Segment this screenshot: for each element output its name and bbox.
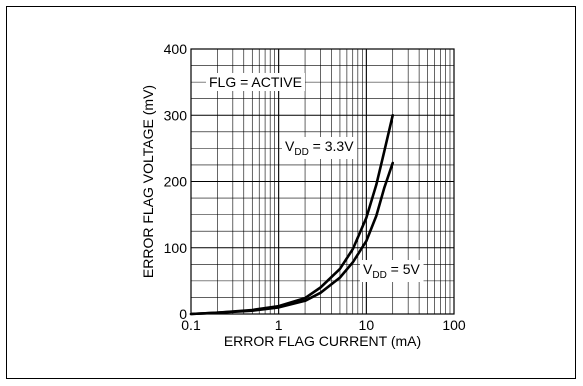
y-axis-title: ERROR FLAG VOLTAGE (mV) bbox=[140, 85, 156, 278]
x-tick-label: 0.1 bbox=[181, 317, 201, 333]
annotation-text: FLG = ACTIVE bbox=[209, 74, 302, 90]
x-tick-label: 100 bbox=[442, 317, 466, 333]
annotation-vdd-3v3: VDD = 3.3V bbox=[282, 137, 358, 159]
series-line-1 bbox=[189, 161, 394, 316]
chart: 0.1 1 10 100 0 100 200 300 400 ERROR FLAG CURREN… bbox=[140, 41, 466, 349]
annotation-main: V bbox=[363, 261, 373, 277]
annotation-text: VDD = 5V bbox=[363, 261, 421, 281]
y-tick-label: 0 bbox=[179, 306, 187, 322]
annotation-flg-active: FLG = ACTIVE bbox=[206, 73, 305, 91]
y-tick-label: 100 bbox=[164, 240, 188, 256]
x-axis-title: ERROR FLAG CURRENT (mA) bbox=[224, 333, 421, 349]
annotation-subscript: DD bbox=[294, 147, 308, 158]
annotation-main: V bbox=[285, 138, 295, 154]
y-tick-label: 200 bbox=[164, 174, 188, 190]
x-tick-label: 10 bbox=[359, 317, 375, 333]
annotation-text: VDD = 3.3V bbox=[285, 138, 354, 158]
annotation-background bbox=[206, 73, 305, 91]
tick-labels: 0.1 1 10 100 0 100 200 300 400 bbox=[164, 41, 466, 333]
annotation-subscript: DD bbox=[372, 270, 386, 281]
y-tick-label: 300 bbox=[164, 107, 188, 123]
annotation-vdd-5v: VDD = 5V bbox=[360, 260, 424, 282]
annotation-background bbox=[360, 260, 424, 282]
y-tick-label: 400 bbox=[164, 41, 188, 57]
annotation-rest: = 5V bbox=[387, 261, 421, 277]
chart-frame: 0.1 1 10 100 0 100 200 300 400 ERROR FLAG CURREN… bbox=[6, 6, 576, 379]
series-layer bbox=[189, 114, 394, 316]
plot-area-border bbox=[190, 48, 455, 315]
annotation-rest: = 3.3V bbox=[309, 138, 354, 154]
annotation-background bbox=[282, 137, 358, 159]
x-tick-label: 1 bbox=[275, 317, 283, 333]
